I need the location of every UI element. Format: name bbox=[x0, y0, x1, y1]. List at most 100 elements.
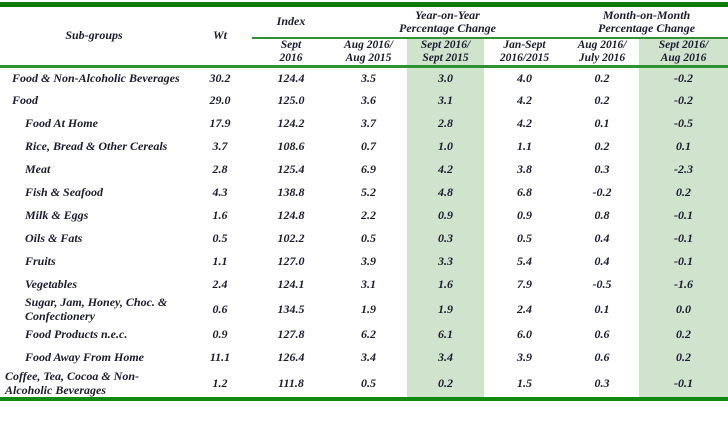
index-cell: 125.0 bbox=[277, 92, 305, 107]
col-header-index-group: Index bbox=[252, 4, 330, 39]
value-cell: -0.5 bbox=[592, 276, 612, 291]
value-cell: -0.1 bbox=[639, 227, 728, 251]
value-cell: 0.2 bbox=[594, 70, 610, 85]
value-cell: 0.8 bbox=[594, 207, 610, 222]
cpi-subgroups-table: Sub-groups Wt Index Year-on-Year Percent… bbox=[0, 2, 728, 402]
index-cell: 124.2 bbox=[277, 115, 305, 130]
subgroup-label: Vegetables bbox=[25, 276, 77, 291]
table-header: Sub-groups Wt Index Year-on-Year Percent… bbox=[0, 4, 728, 68]
value-cell: 3.1 bbox=[361, 276, 376, 291]
value-cell: -0.2 bbox=[592, 184, 612, 199]
subgroup-label: Food bbox=[12, 92, 39, 107]
value-cell: 0.6 bbox=[594, 350, 610, 365]
index-cell: 124.8 bbox=[277, 207, 305, 222]
value-cell: 3.3 bbox=[407, 250, 484, 274]
value-cell: 3.9 bbox=[517, 350, 533, 365]
value-cell: 3.6 bbox=[361, 92, 376, 107]
value-cell: 3.7 bbox=[361, 115, 376, 130]
wt-cell: 0.9 bbox=[212, 327, 228, 342]
table-row: Fish & Seafood 4.3 138.8 5.2 4.8 6.8 -0.… bbox=[0, 181, 728, 205]
index-cell: 111.8 bbox=[278, 375, 304, 390]
value-cell: 4.0 bbox=[517, 70, 533, 85]
col-header-index-sept-2016: Sept 2016 bbox=[252, 38, 330, 68]
value-cell: -0.2 bbox=[639, 66, 728, 90]
table-row: Oils & Fats 0.5 102.2 0.5 0.3 0.5 0.4 -0… bbox=[0, 227, 728, 251]
value-cell: 0.1 bbox=[594, 302, 610, 317]
value-cell: 3.8 bbox=[517, 161, 533, 176]
value-cell: 4.2 bbox=[517, 115, 533, 130]
subgroup-label: Food At Home bbox=[25, 115, 98, 130]
wt-cell: 4.3 bbox=[212, 184, 228, 199]
index-cell: 127.8 bbox=[277, 327, 305, 342]
table-row: Milk & Eggs 1.6 124.8 2.2 0.9 0.9 0.8 -0… bbox=[0, 204, 728, 228]
value-cell: 4.8 bbox=[407, 181, 484, 205]
value-cell: 3.9 bbox=[361, 253, 376, 268]
col-header-mom-group: Month-on-Month Percentage Change bbox=[565, 4, 728, 39]
value-cell: 7.9 bbox=[517, 276, 533, 291]
index-cell: 108.6 bbox=[277, 138, 305, 153]
value-cell: 0.3 bbox=[407, 227, 484, 251]
table-row: Fruits 1.1 127.0 3.9 3.3 5.4 0.4 -0.1 bbox=[0, 250, 728, 274]
subgroup-label: Oils & Fats bbox=[25, 230, 83, 245]
value-cell: 1.0 bbox=[407, 135, 484, 159]
col-header-sept2016-sept2015: Sept 2016/ Sept 2015 bbox=[407, 38, 484, 68]
value-cell: 0.9 bbox=[407, 204, 484, 228]
value-cell: 0.4 bbox=[594, 230, 610, 245]
value-cell: 0.3 bbox=[594, 161, 610, 176]
table-row: Sugar, Jam, Honey, Choc. & Confectionery… bbox=[0, 295, 728, 324]
wt-cell: 2.8 bbox=[212, 161, 228, 176]
table-row: Food Products n.e.c. 0.9 127.8 6.2 6.1 6… bbox=[0, 323, 728, 347]
value-cell: -0.1 bbox=[639, 204, 728, 228]
subgroup-label: Food & Non-Alcoholic Beverages bbox=[12, 70, 180, 85]
value-cell: 0.2 bbox=[639, 181, 728, 205]
value-cell: 0.1 bbox=[594, 115, 610, 130]
value-cell: 0.2 bbox=[639, 323, 728, 347]
value-cell: 3.5 bbox=[361, 70, 376, 85]
value-cell: 0.0 bbox=[639, 296, 728, 324]
wt-cell: 11.1 bbox=[209, 350, 231, 365]
value-cell: 0.4 bbox=[594, 253, 610, 268]
value-cell: 6.9 bbox=[361, 161, 376, 176]
index-cell: 138.8 bbox=[277, 184, 305, 199]
value-cell: 2.8 bbox=[407, 112, 484, 136]
col-header-sept2016-aug2016: Sept 2016/ Aug 2016 bbox=[639, 38, 728, 68]
col-header-yoy-group: Year-on-Year Percentage Change bbox=[330, 4, 566, 39]
value-cell: 0.2 bbox=[594, 92, 610, 107]
value-cell: 1.9 bbox=[361, 302, 376, 317]
wt-cell: 1.1 bbox=[212, 253, 228, 268]
wt-cell: 30.2 bbox=[209, 70, 231, 85]
index-cell: 125.4 bbox=[277, 161, 305, 176]
subgroup-label: Fruits bbox=[25, 253, 56, 268]
wt-cell: 0.6 bbox=[212, 302, 228, 317]
value-cell: 0.1 bbox=[639, 135, 728, 159]
value-cell: 6.2 bbox=[361, 327, 376, 342]
header-group-row: Sub-groups Wt Index Year-on-Year Percent… bbox=[0, 4, 728, 68]
value-cell: 1.9 bbox=[407, 296, 484, 324]
index-cell: 134.5 bbox=[277, 302, 305, 317]
subgroup-label: Coffee, Tea, Cocoa & Non-Alcoholic Bever… bbox=[5, 368, 139, 397]
table-row: Food At Home 17.9 124.2 3.7 2.8 4.2 0.1 … bbox=[0, 112, 728, 136]
value-cell: 0.5 bbox=[361, 230, 376, 245]
subgroup-label: Food Away From Home bbox=[25, 350, 145, 365]
statistics-table-sheet: Sub-groups Wt Index Year-on-Year Percent… bbox=[0, 2, 728, 402]
table-row: Meat 2.8 125.4 6.9 4.2 3.8 0.3 -2.3 bbox=[0, 158, 728, 182]
value-cell: 0.5 bbox=[361, 375, 376, 390]
table-row: Food 29.0 125.0 3.6 3.1 4.2 0.2 -0.2 bbox=[0, 89, 728, 113]
value-cell: 0.2 bbox=[639, 346, 728, 370]
value-cell: -0.5 bbox=[639, 112, 728, 136]
table-row: Coffee, Tea, Cocoa & Non-Alcoholic Bever… bbox=[0, 368, 728, 400]
value-cell: 0.9 bbox=[517, 207, 533, 222]
wt-cell: 1.6 bbox=[212, 207, 228, 222]
col-header-wt: Wt bbox=[188, 4, 252, 68]
value-cell: -2.3 bbox=[639, 158, 728, 182]
value-cell: 1.1 bbox=[517, 138, 533, 153]
index-cell: 124.4 bbox=[277, 70, 305, 85]
value-cell: 0.2 bbox=[407, 369, 484, 400]
col-header-subgroups: Sub-groups bbox=[0, 4, 188, 68]
value-cell: 2.2 bbox=[361, 207, 376, 222]
subgroup-label: Rice, Bread & Other Cereals bbox=[25, 138, 168, 153]
subgroup-label: Milk & Eggs bbox=[25, 207, 89, 222]
table-row: Food & Non-Alcoholic Beverages 30.2 124.… bbox=[0, 66, 728, 90]
value-cell: 6.8 bbox=[517, 184, 533, 199]
value-cell: 0.5 bbox=[517, 230, 533, 245]
